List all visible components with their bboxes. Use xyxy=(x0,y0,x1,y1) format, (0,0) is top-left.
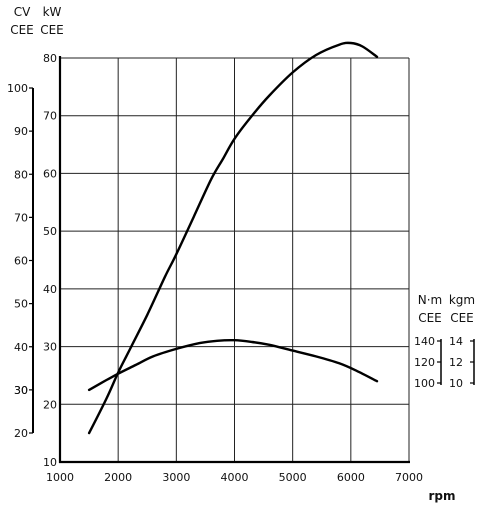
curves xyxy=(87,41,379,435)
cv-tick-label: 30 xyxy=(14,384,28,397)
kw-tick-label: 60 xyxy=(43,167,57,180)
cv-tick-label: 40 xyxy=(14,341,28,354)
x-tick-label: 6000 xyxy=(337,471,365,484)
kw-tick-label: 80 xyxy=(43,52,57,65)
torque-kgm-tick-label: 14 xyxy=(449,335,463,348)
kw-axis-title-cee: CEE xyxy=(40,23,64,37)
torque-nm-tick-label: 120 xyxy=(414,356,435,369)
cv-tick-label: 60 xyxy=(14,255,28,268)
x-tick-label: 4000 xyxy=(221,471,249,484)
cv-axis-title: CV xyxy=(14,5,31,19)
kw-tick-label: 10 xyxy=(43,456,57,469)
cv-tick-label: 20 xyxy=(14,427,28,440)
x-tick-label: 5000 xyxy=(279,471,307,484)
torque-kgm-tick-label: 12 xyxy=(449,356,463,369)
torque-nm-title: N·m xyxy=(418,293,442,307)
x-tick-label: 3000 xyxy=(162,471,190,484)
power-curve xyxy=(87,41,379,435)
x-tick-label: 2000 xyxy=(104,471,132,484)
grid xyxy=(59,57,410,463)
cv-axis-title-cee: CEE xyxy=(10,23,34,37)
kw-tick-label: 70 xyxy=(43,110,57,123)
axes xyxy=(29,56,475,464)
cv-tick-label: 30 xyxy=(14,384,28,397)
cv-tick-label: 50 xyxy=(14,298,28,311)
cv-tick-label: 70 xyxy=(14,211,28,224)
kw-tick-label: 20 xyxy=(43,398,57,411)
torque-nm-tick-label: 140 xyxy=(414,335,435,348)
kw-axis-title: kW xyxy=(43,5,62,19)
labels: 1020304050607080203030405060708090100CVC… xyxy=(7,5,475,503)
torque-nm-tick-label: 100 xyxy=(414,377,435,390)
kw-tick-label: 50 xyxy=(43,225,57,238)
cv-tick-label: 90 xyxy=(14,125,28,138)
x-axis-title: rpm xyxy=(428,489,455,503)
torque-kgm-tick-label: 10 xyxy=(449,377,463,390)
kw-tick-label: 30 xyxy=(43,341,57,354)
torque-curve xyxy=(87,338,379,392)
x-tick-label: 1000 xyxy=(46,471,74,484)
torque-nm-title-cee: CEE xyxy=(418,311,442,325)
kw-tick-label: 40 xyxy=(43,283,57,296)
cv-tick-label: 100 xyxy=(7,82,28,95)
torque-kgm-title-cee: CEE xyxy=(450,311,474,325)
cv-tick-label: 80 xyxy=(14,168,28,181)
torque-kgm-title: kgm xyxy=(449,293,475,307)
x-tick-label: 7000 xyxy=(395,471,423,484)
